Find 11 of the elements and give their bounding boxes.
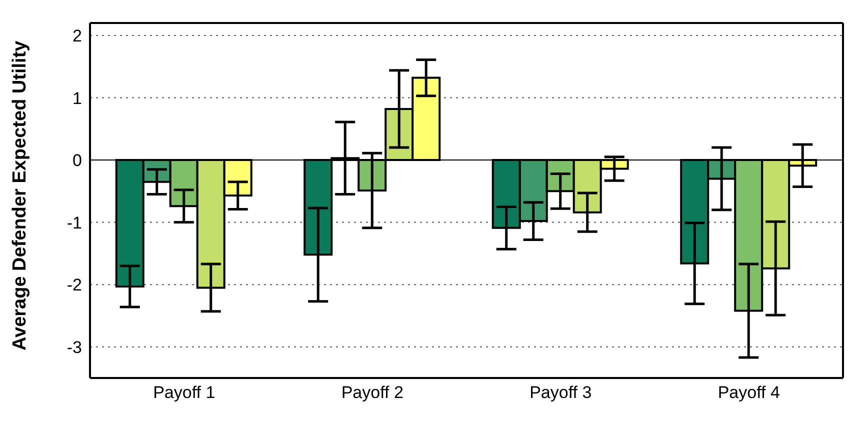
y-axis-title: Average Defender Expected Utility [10, 40, 31, 350]
y-tick-label: -1 [66, 213, 82, 232]
x-tick-label: Payoff 3 [530, 383, 592, 402]
y-tick-label: 1 [72, 88, 82, 108]
x-tick-label: Payoff 4 [718, 383, 780, 402]
y-tick-label: 0 [72, 151, 82, 170]
x-tick-label: Payoff 1 [153, 383, 216, 402]
y-tick-label: 2 [72, 26, 82, 46]
y-tick-label: -3 [66, 338, 82, 357]
x-tick-label: Payoff 2 [341, 383, 404, 402]
y-tick-label: -2 [66, 276, 82, 295]
